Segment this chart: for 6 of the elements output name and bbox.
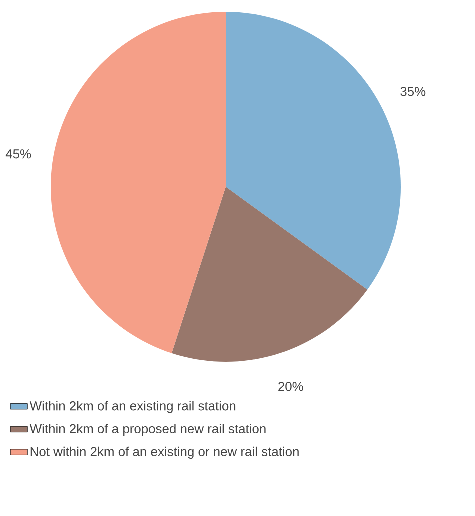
legend-label: Within 2km of a proposed new rail station — [30, 424, 266, 436]
legend-label: Not within 2km of an existing or new rail station — [30, 446, 299, 459]
data-label: 35% — [400, 87, 426, 96]
data-label: 20% — [278, 382, 304, 392]
legend-label: Within 2km of an existing rail station — [30, 401, 236, 414]
data-label: 45% — [6, 150, 32, 159]
